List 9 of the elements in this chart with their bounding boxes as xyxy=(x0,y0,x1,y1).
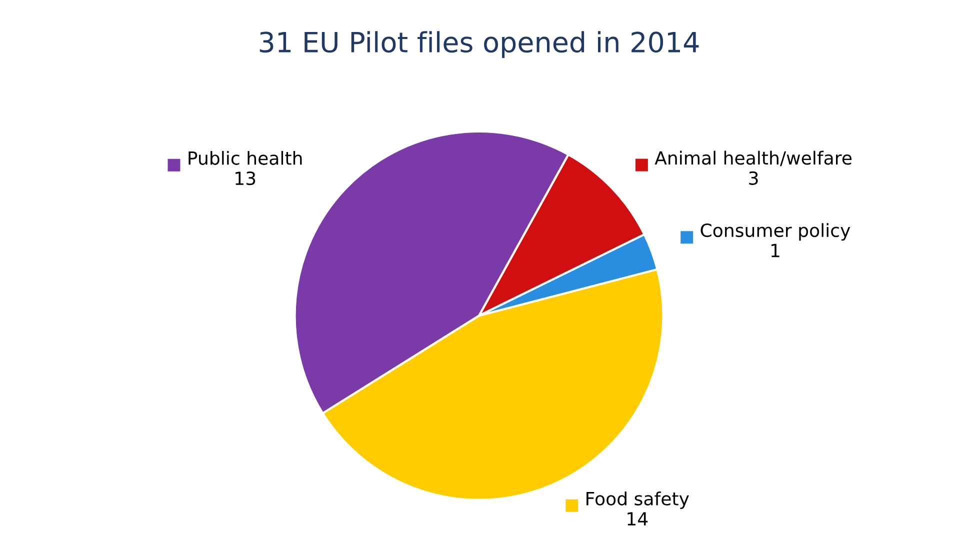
data-label: 14 xyxy=(628,512,648,526)
data-label: 13 xyxy=(236,172,256,186)
legend-label: Consumer policy xyxy=(700,223,850,241)
legend-label: Food safety xyxy=(586,491,689,509)
data-label: 1 xyxy=(771,244,780,258)
chart-title: 31 EU Pilot files opened in 2014 xyxy=(260,31,699,58)
data-label: 3 xyxy=(749,171,758,185)
legend-label: Public health xyxy=(188,150,302,165)
legend-label: Animal health/welfare xyxy=(654,150,852,166)
